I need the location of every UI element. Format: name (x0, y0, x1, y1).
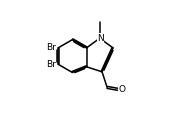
Text: Br: Br (46, 43, 56, 52)
Text: N: N (97, 34, 104, 43)
Text: Br: Br (46, 60, 56, 69)
Text: O: O (119, 85, 126, 94)
